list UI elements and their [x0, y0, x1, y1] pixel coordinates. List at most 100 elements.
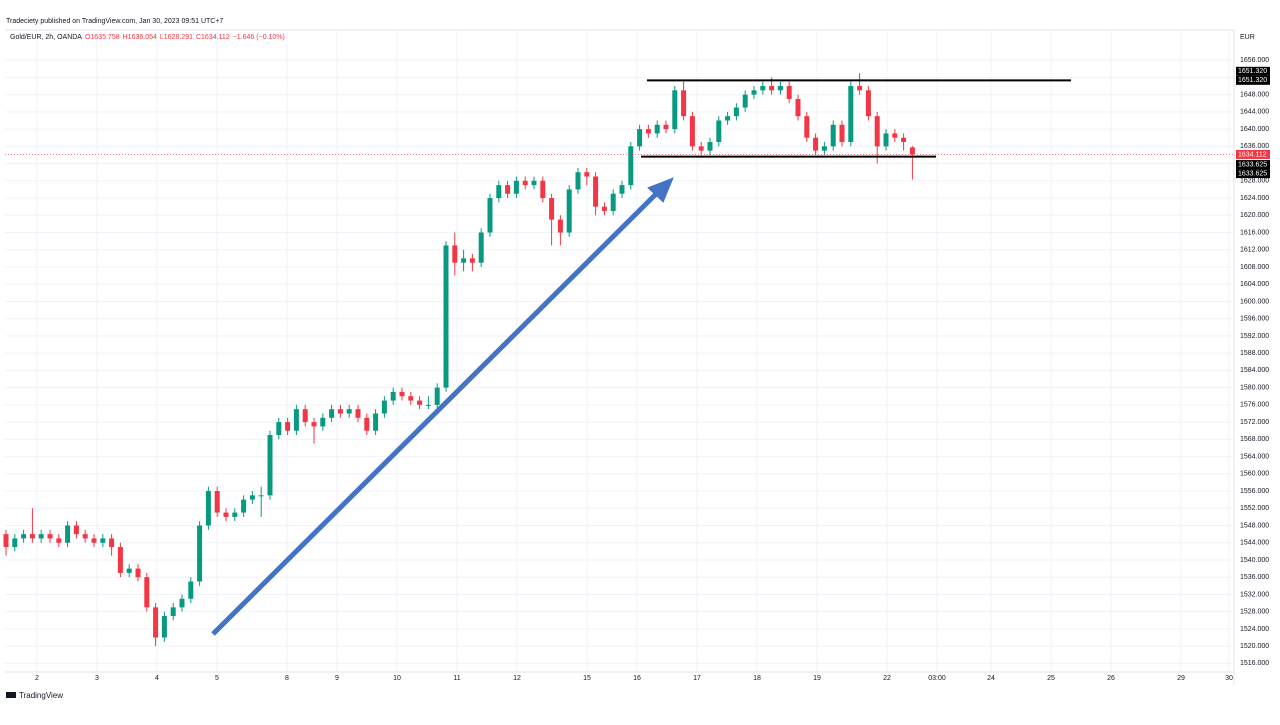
candle-body — [205, 491, 211, 526]
support-price-label: 1633.625 — [1238, 170, 1267, 177]
y-tick-label: 1568.000 — [1240, 436, 1269, 443]
x-tick-label: 17 — [693, 675, 701, 682]
candle-body — [346, 409, 352, 414]
candle-body — [786, 86, 792, 99]
candle-body — [21, 534, 27, 539]
candle-body — [909, 147, 915, 155]
y-tick-label: 1616.000 — [1240, 229, 1269, 236]
y-tick-label: 1648.000 — [1240, 91, 1269, 98]
candle-body — [381, 400, 387, 414]
candle-body — [3, 534, 9, 548]
candle-body — [883, 133, 889, 147]
x-tick-label: 12 — [513, 675, 521, 682]
candle-body — [276, 422, 282, 436]
candle-body — [751, 90, 757, 95]
grid — [5, 30, 1234, 672]
candle-body — [760, 86, 766, 91]
candle-body — [408, 396, 414, 401]
support-price-label-bg — [1236, 160, 1270, 170]
candle-body — [425, 404, 431, 406]
candle-body — [857, 86, 863, 91]
trend-arrow — [211, 190, 660, 636]
candle-body — [135, 568, 141, 578]
candle-body — [733, 107, 739, 117]
candle-body — [258, 495, 264, 497]
x-tick-label: 8 — [285, 675, 289, 682]
x-tick-label: 30 — [1225, 675, 1233, 682]
symbol: Gold/EUR, 2h, OANDA — [10, 34, 82, 41]
candle-body — [161, 615, 167, 638]
y-tick-label: 1584.000 — [1240, 367, 1269, 374]
ohlc-value: C1634.112 — [196, 34, 230, 41]
candle-body — [188, 581, 194, 599]
footer-logo: TradingView — [6, 691, 63, 700]
candle-body — [126, 568, 132, 573]
candle-body — [452, 245, 458, 263]
candle-body — [540, 180, 546, 199]
y-tick-label: 1620.000 — [1240, 212, 1269, 219]
ohlc-value: O1635.758 — [85, 34, 120, 41]
y-tick-label: 1544.000 — [1240, 540, 1269, 547]
candle-body — [399, 391, 405, 397]
candle-body — [593, 176, 599, 207]
candle-body — [865, 90, 871, 117]
candle-body — [628, 146, 634, 186]
candle-body — [769, 86, 775, 91]
candle-body — [47, 534, 53, 539]
candle-body — [813, 137, 819, 151]
x-tick-label: 25 — [1047, 675, 1055, 682]
candle-body — [29, 534, 35, 539]
candle-body — [241, 499, 247, 513]
candle-body — [716, 120, 722, 143]
candle-body — [320, 417, 326, 427]
x-tick-label: 16 — [633, 675, 641, 682]
y-tick-label: 1548.000 — [1240, 522, 1269, 529]
candle-body — [285, 422, 291, 431]
candle-body — [38, 534, 44, 539]
candle-body — [153, 607, 159, 638]
candle-body — [232, 512, 238, 517]
ohlc-value: L1628.291 — [160, 34, 193, 41]
candle-body — [698, 146, 704, 151]
candle-body — [575, 172, 581, 190]
candle-body — [681, 90, 687, 117]
candle-body — [848, 86, 854, 143]
y-tick-label: 1556.000 — [1240, 488, 1269, 495]
logo-mark — [6, 692, 16, 698]
candle-body — [337, 409, 343, 414]
x-tick-label: 03:00 — [928, 675, 946, 682]
candle-body — [461, 258, 467, 263]
candle-body — [513, 180, 519, 194]
y-tick-label: 1612.000 — [1240, 247, 1269, 254]
y-tick-label: 1624.000 — [1240, 195, 1269, 202]
candle-body — [100, 538, 106, 543]
y-tick-label: 1532.000 — [1240, 591, 1269, 598]
candle-body — [329, 409, 335, 418]
y-tick-label: 1600.000 — [1240, 298, 1269, 305]
candle-body — [557, 219, 563, 233]
candle-body — [355, 409, 361, 418]
y-tick-label: 1628.000 — [1240, 178, 1269, 185]
candle-body — [549, 198, 555, 220]
candle-body — [839, 124, 845, 143]
candle-body — [601, 206, 607, 211]
y-tick-label: 1636.000 — [1240, 143, 1269, 150]
resistance-price-label: 1651.320 — [1238, 68, 1267, 75]
candle-body — [901, 137, 907, 143]
candle-body — [469, 258, 475, 263]
candle-body — [707, 142, 713, 151]
candle-body — [874, 116, 880, 147]
x-tick-label: 22 — [883, 675, 891, 682]
ohlc-value: H1636.054 — [123, 34, 157, 41]
axis-frame — [5, 29, 1235, 685]
candle-body — [12, 538, 18, 548]
y-tick-label: 1580.000 — [1240, 384, 1269, 391]
x-tick-label: 2 — [35, 675, 39, 682]
y-tick-label: 1640.000 — [1240, 126, 1269, 133]
resistance-price-label-bg — [1236, 75, 1270, 85]
candle-body — [91, 538, 97, 543]
x-tick-label: 29 — [1177, 675, 1185, 682]
y-tick-label: 1540.000 — [1240, 557, 1269, 564]
candle-body — [223, 512, 229, 517]
